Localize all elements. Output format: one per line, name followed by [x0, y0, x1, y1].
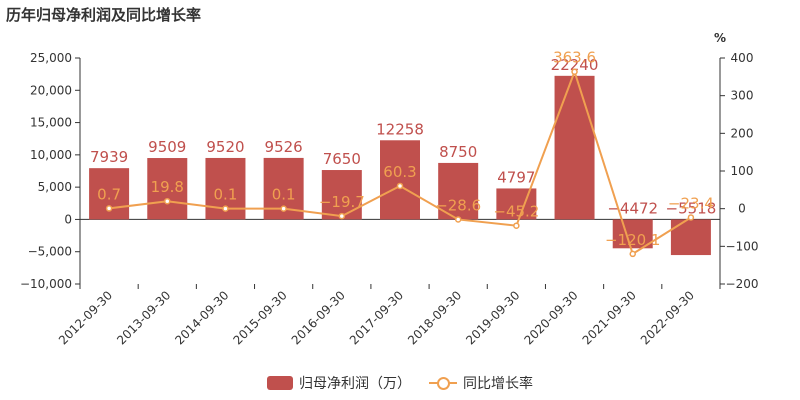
- growth-rate-point: [280, 205, 287, 212]
- x-tick-label: 2013-09-30: [114, 288, 173, 347]
- bar-data-label: −4472: [607, 199, 658, 217]
- chart-title: 历年归母净利润及同比增长率: [6, 6, 202, 24]
- bar-data-label: 7939: [90, 148, 128, 166]
- y-left-tick-label: 20,000: [30, 83, 72, 97]
- x-tick-label: 2014-09-30: [172, 288, 231, 347]
- growth-rate-label: 363.6: [553, 49, 596, 67]
- x-tick-label: 2015-09-30: [231, 288, 290, 347]
- legend-bar-swatch: [267, 376, 293, 390]
- y-left-tick-label: 0: [64, 212, 72, 226]
- growth-rate-point: [454, 216, 462, 223]
- bar-profit: [612, 219, 653, 249]
- y-right-tick-label: 300: [731, 89, 754, 103]
- x-tick-label: 2018-09-30: [405, 288, 464, 347]
- bar-data-label: −5518: [666, 199, 717, 217]
- growth-rate-label: 19.8: [151, 178, 184, 196]
- legend-label-profit: 归母净利润（万）: [299, 376, 411, 392]
- growth-rate-point: [629, 250, 636, 258]
- bar-data-label: 9509: [148, 138, 186, 156]
- y-left-tick-label: 5,000: [38, 180, 72, 194]
- growth-rate-point: [513, 222, 520, 229]
- bar-profit: [554, 75, 595, 220]
- growth-rate-point: [222, 205, 229, 212]
- bar-data-label: 8750: [439, 143, 477, 161]
- y-left-tick-label: 15,000: [30, 116, 72, 130]
- x-tick-label: 2017-09-30: [347, 288, 406, 347]
- legend-item-profit[interactable]: 归母净利润（万）: [267, 373, 411, 393]
- growth-rate-label: 0.7: [97, 185, 121, 203]
- x-tick-label: 2012-09-30: [56, 288, 115, 347]
- bar-profit: [321, 170, 362, 220]
- bar-data-label: 7650: [323, 150, 361, 168]
- y-right-tick-label: 100: [731, 164, 754, 178]
- y-right-tick-label: 0: [738, 202, 746, 216]
- legend: 归母净利润（万） 同比增长率: [0, 373, 800, 393]
- growth-rate-point: [164, 197, 171, 205]
- growth-rate-label: −23.4: [668, 194, 714, 212]
- growth-rate-label: 0.1: [214, 186, 238, 204]
- growth-rate-label: −45.2: [493, 203, 539, 221]
- growth-rate-point: [396, 182, 404, 190]
- x-tick-label: 2022-09-30: [638, 288, 697, 347]
- y-right-unit-label: %: [714, 31, 726, 45]
- growth-rate-point: [338, 212, 346, 220]
- bar-data-label: 12258: [376, 120, 424, 138]
- bar-data-label: 4797: [497, 168, 535, 186]
- growth-rate-label: −19.7: [319, 193, 365, 211]
- bar-data-label: 9520: [206, 138, 244, 156]
- x-tick-label: 2021-09-30: [580, 288, 639, 347]
- x-tick-label: 2019-09-30: [463, 288, 522, 347]
- legend-item-growth[interactable]: 同比增长率: [429, 373, 533, 393]
- bar-profit: [670, 219, 711, 256]
- legend-line-swatch: [429, 376, 457, 390]
- y-right-tick-label: 400: [731, 51, 754, 65]
- x-tick-label: 2016-09-30: [289, 288, 348, 347]
- bar-data-label: 22240: [551, 56, 599, 74]
- y-left-tick-label: −10,000: [20, 277, 72, 291]
- bar-profit: [380, 140, 420, 220]
- x-tick-label: 2020-09-30: [521, 288, 580, 347]
- y-left-tick-label: 25,000: [30, 51, 72, 65]
- bar-profit: [438, 162, 479, 220]
- bar-data-label: 9526: [265, 138, 303, 156]
- y-left-tick-label: −5,000: [28, 245, 72, 259]
- y-left-tick-label: 10,000: [30, 148, 72, 162]
- growth-rate-label: −28.6: [435, 196, 481, 214]
- y-right-tick-label: −100: [726, 239, 759, 253]
- bar-profit: [496, 188, 537, 220]
- y-right-tick-label: −200: [726, 277, 759, 291]
- growth-rate-label: 60.3: [383, 163, 416, 181]
- growth-rate-label: −120.1: [605, 231, 661, 249]
- growth-rate-point: [105, 205, 113, 212]
- growth-rate-point: [687, 214, 695, 221]
- y-right-tick-label: 200: [731, 126, 754, 140]
- growth-rate-point: [571, 68, 578, 75]
- bar-profit: [147, 158, 188, 220]
- growth-rate-label: 0.1: [272, 186, 296, 204]
- legend-label-growth: 同比增长率: [463, 376, 533, 392]
